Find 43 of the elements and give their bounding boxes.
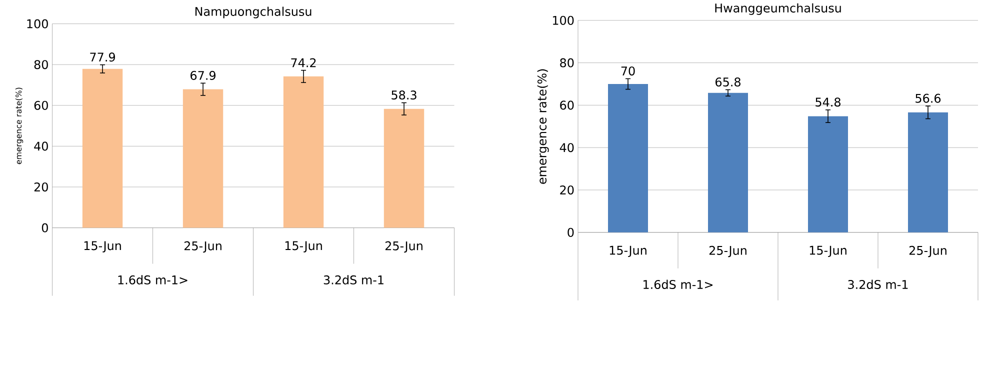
y-tick-label: 60 [34,100,48,110]
bar [182,89,224,228]
bar [283,76,324,228]
y-tick-label: 80 [560,58,574,68]
x-tick-label: 15-Jun [610,246,646,258]
data-label: 74.2 [291,58,316,68]
y-tick-label: 20 [560,186,574,195]
y-axis-title: emergence rate(%) [537,69,549,184]
text: 3.2dS m-1 [848,280,908,290]
bar [908,112,948,232]
bar [708,93,748,232]
y-tick-label: 60 [560,100,574,110]
x-tick-label: 25-Jun [909,246,946,258]
x-tick-label: 15-Jun [810,246,846,258]
x-tick-label: 15-Jun [285,241,322,253]
data-label: 56.6 [916,94,941,103]
y-tick-label: 40 [34,142,48,151]
x-tick-label: 25-Jun [709,246,746,258]
y-tick-label: 0 [42,223,48,232]
y-tick-label: 100 [27,19,48,28]
text: 3.2dS m-1 [324,275,384,285]
text: 1.6dS m-1> [118,275,188,285]
y-tick-label: 20 [34,182,48,192]
chart-title: Nampuongchalsusu [195,6,312,18]
x-tick-label: 25-Jun [385,241,422,253]
data-label: 67.9 [190,71,216,80]
y-tick-label: 100 [552,16,574,26]
text: 1.6dS m-1> [644,280,713,290]
x-tick-label: 25-Jun [184,241,222,253]
bar [808,116,848,232]
y-tick-label: 0 [568,228,574,238]
y-tick-label: 40 [560,143,574,152]
data-label: 58.3 [392,90,416,100]
chart-title: Hwanggeumchalsusu [715,3,841,15]
x-tick-label: 15-Jun [84,241,121,253]
data-label: 65.8 [716,78,740,87]
data-label: 77.9 [90,52,115,62]
data-label: 70 [621,66,635,76]
data-label: 54.8 [816,98,840,107]
y-tick-label: 80 [34,60,48,70]
bar [384,108,424,228]
bar [82,68,123,228]
bar [608,84,648,232]
